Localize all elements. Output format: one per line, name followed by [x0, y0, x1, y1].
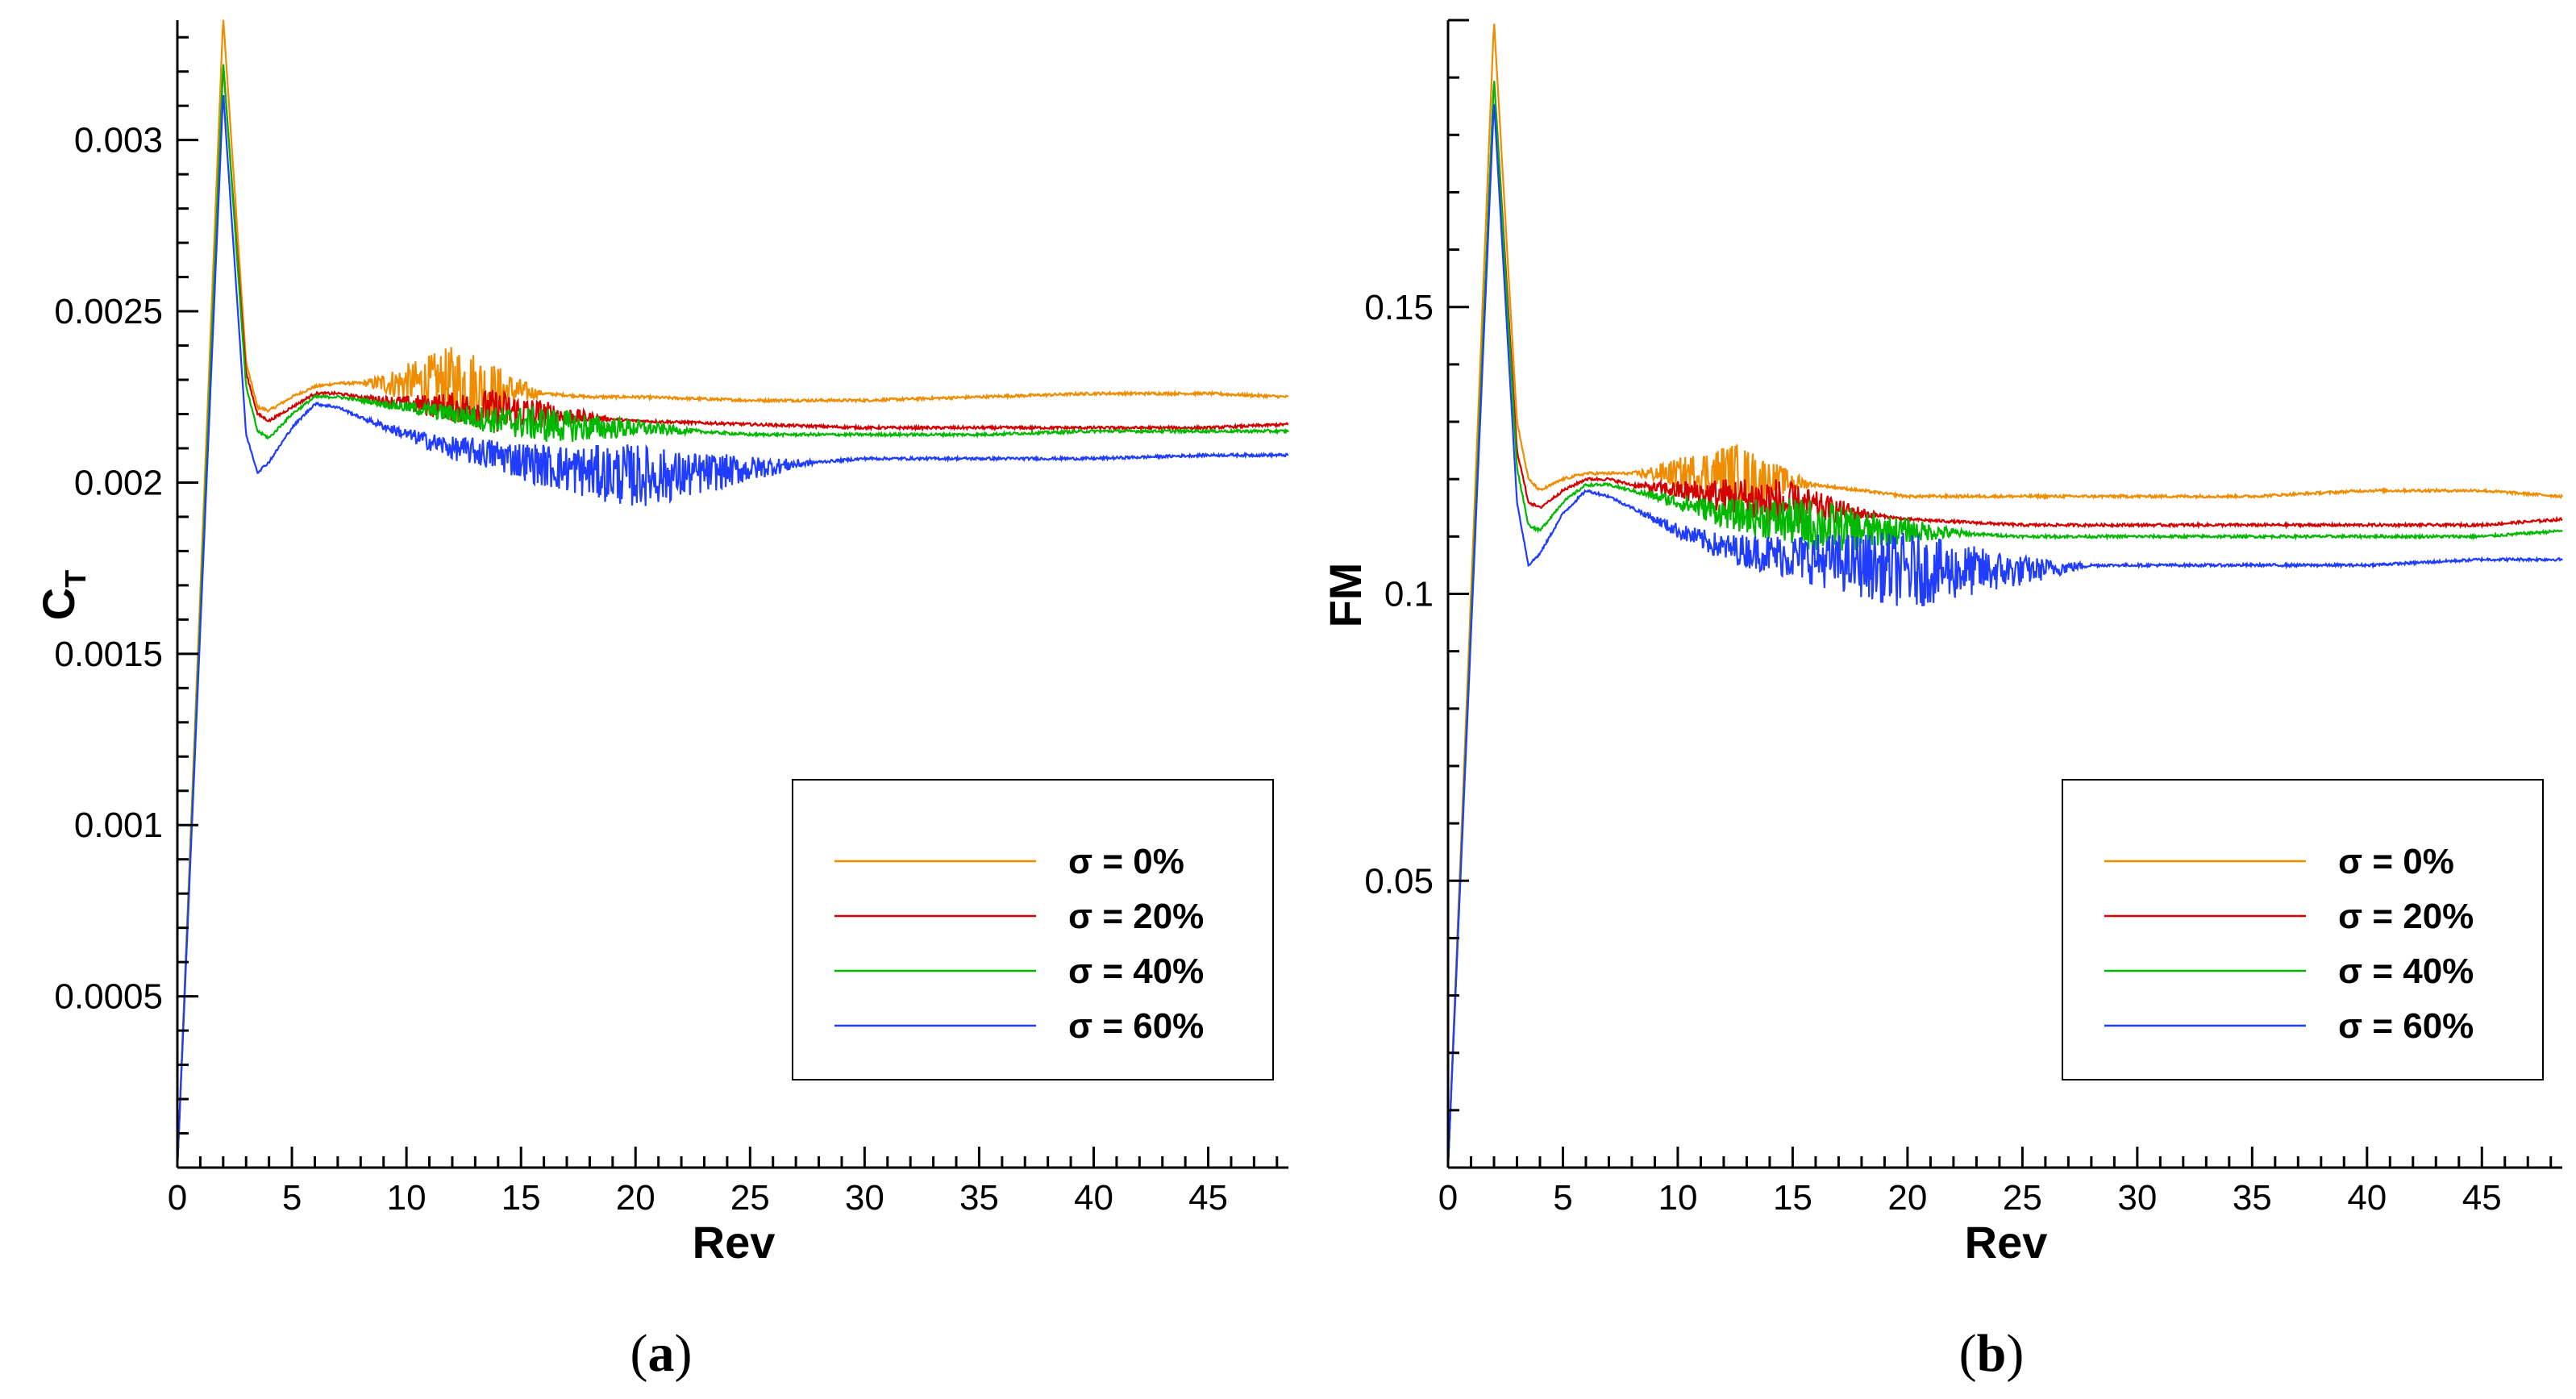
- a-x-tick-label: 45: [1188, 1178, 1228, 1218]
- b-legend-label: σ = 0%: [2338, 842, 2454, 881]
- a-x-tick-labels: 0 5 10 15 20 25 30 35 40 45: [168, 1178, 1228, 1218]
- a-series-line-2: [176, 64, 1289, 1168]
- b-y-axis-title: FM: [1320, 563, 1371, 628]
- a-legend-label: σ = 40%: [1068, 951, 1204, 991]
- b-x-tick-label: 0: [1438, 1178, 1458, 1218]
- a-x-tick-label: 0: [168, 1178, 187, 1218]
- b-x-axis-title: Rev: [1965, 1217, 2048, 1268]
- a-legend-label: σ = 60%: [1068, 1006, 1204, 1046]
- a-series-line-0: [176, 19, 1288, 1168]
- b-x-tick-label: 25: [2003, 1178, 2042, 1218]
- b-x-tick-label: 10: [1658, 1178, 1697, 1218]
- a-x-tick-label: 5: [282, 1178, 302, 1218]
- a-axis-ticks: [176, 35, 1279, 1169]
- a-y-tick-label: 0.0025: [54, 292, 163, 331]
- a-caption-letter: a: [648, 1324, 675, 1383]
- a-x-tick-label: 30: [845, 1178, 884, 1218]
- a-x-tick-label: 40: [1074, 1178, 1113, 1218]
- a-y-axis-title-sub: T: [59, 570, 92, 588]
- a-y-tick-label: 0.0005: [54, 977, 163, 1017]
- a-y-tick-label: 0.001: [74, 806, 163, 845]
- b-axis-ticks: [1446, 19, 2553, 1169]
- b-y-tick-label: 0.15: [1364, 288, 1434, 327]
- a-legend-items: σ = 0% σ = 20% σ = 40% σ = 60%: [834, 842, 1204, 1046]
- b-x-tick-label: 45: [2462, 1178, 2502, 1218]
- b-x-tick-label: 15: [1773, 1178, 1812, 1218]
- a-x-tick-label: 35: [959, 1178, 999, 1218]
- a-y-axis-title: CT: [33, 570, 92, 620]
- b-x-tick-label: 30: [2117, 1178, 2157, 1218]
- a-legend-box: [792, 779, 1274, 1080]
- b-series-line-1: [1446, 81, 2563, 1168]
- a-x-tick-label: 20: [616, 1178, 655, 1218]
- b-y-tick-label: 0.05: [1364, 861, 1434, 901]
- b-series-lines: [1446, 23, 2563, 1168]
- a-y-tick-label: 0.002: [74, 463, 163, 502]
- a-y-tick-label: 0.003: [74, 121, 163, 160]
- a-y-axis-title-main: C: [33, 588, 84, 620]
- panel-a-ct-chart: 0.0005 0.001 0.0015 0.002 0.0025 0.003 0 5 10 15…: [33, 19, 1289, 1383]
- b-legend-label: σ = 60%: [2338, 1006, 2474, 1046]
- b-x-tick-labels: 0 5 10 15 20 25 30 35 40 45: [1438, 1178, 2502, 1218]
- b-series-line-2: [1446, 81, 2563, 1168]
- svg-text:CT: CT: [33, 570, 92, 620]
- a-y-tick-label: 0.0015: [54, 635, 163, 674]
- a-y-tick-labels: 0.0005 0.001 0.0015 0.002 0.0025 0.003: [54, 121, 163, 1017]
- a-x-tick-label: 25: [730, 1178, 770, 1218]
- b-x-tick-label: 20: [1887, 1178, 1927, 1218]
- a-legend: σ = 0% σ = 20% σ = 40% σ = 60%: [792, 779, 1274, 1080]
- b-caption-letter: b: [1977, 1324, 2007, 1383]
- b-legend-items: σ = 0% σ = 20% σ = 40% σ = 60%: [2104, 842, 2474, 1046]
- b-x-tick-label: 40: [2347, 1178, 2387, 1218]
- a-x-tick-label: 15: [501, 1178, 541, 1218]
- a-legend-label: σ = 0%: [1068, 842, 1184, 881]
- a-x-axis-title: Rev: [693, 1217, 776, 1268]
- b-legend-label: σ = 40%: [2338, 951, 2474, 991]
- a-series-lines: [176, 19, 1289, 1168]
- b-series-line-0: [1446, 23, 2563, 1168]
- panel-b-fm-chart: 0.05 0.1 0.15 0 5 10 15 20 25 30 35 40 45 Rev FM σ …: [1320, 19, 2563, 1383]
- b-y-tick-label: 0.1: [1384, 575, 1434, 614]
- a-x-tick-label: 10: [387, 1178, 427, 1218]
- b-legend-box: [2062, 779, 2544, 1080]
- a-series-line-3: [176, 95, 1289, 1168]
- b-legend: σ = 0% σ = 20% σ = 40% σ = 60%: [2062, 779, 2544, 1080]
- b-x-tick-label: 5: [1553, 1178, 1572, 1218]
- b-y-tick-labels: 0.05 0.1 0.15: [1364, 288, 1434, 901]
- a-legend-label: σ = 20%: [1068, 897, 1204, 936]
- b-caption: (b): [1959, 1324, 2025, 1383]
- b-x-tick-label: 35: [2233, 1178, 2272, 1218]
- a-caption: (a): [630, 1324, 693, 1383]
- b-series-line-3: [1446, 104, 2563, 1168]
- b-legend-label: σ = 20%: [2338, 897, 2474, 936]
